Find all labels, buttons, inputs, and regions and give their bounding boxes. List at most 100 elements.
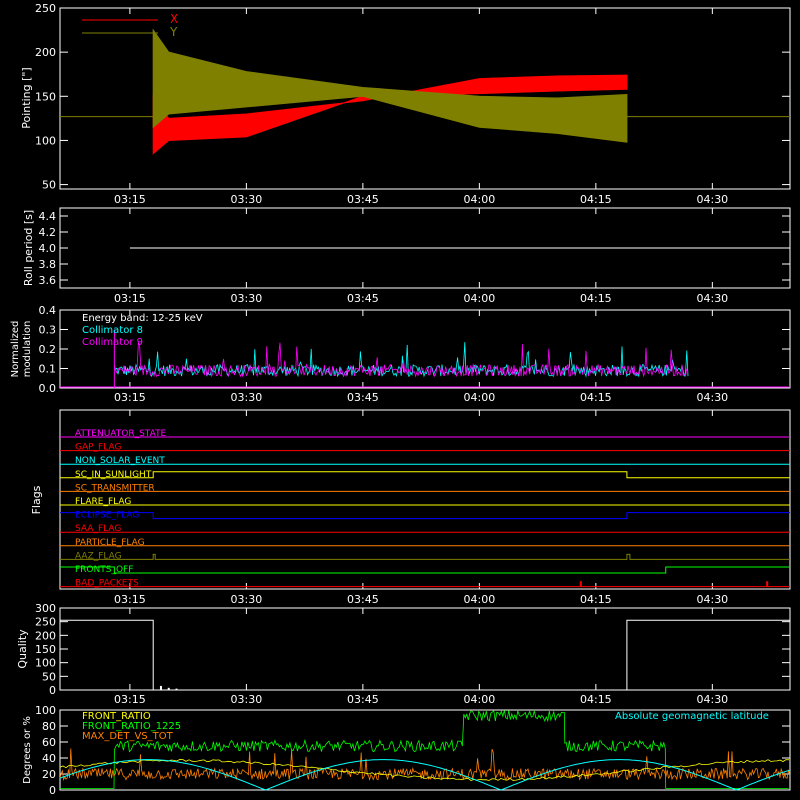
x-tick-label: 04:15	[580, 292, 612, 305]
flag-line-fronts-off	[60, 566, 790, 574]
y-tick-label: 0.3	[39, 324, 57, 337]
x-tick-label: 03:30	[231, 292, 263, 305]
x-tick-label: 04:30	[696, 193, 728, 206]
x-tick-label: 04:15	[580, 193, 612, 206]
y-tick-label: 4.4	[39, 210, 57, 223]
x-tick-label: 03:15	[114, 292, 146, 305]
x-tick-label: 04:30	[696, 391, 728, 404]
modulation-trace-collimator-8	[114, 342, 689, 378]
y-tick-label: 80	[42, 720, 56, 733]
modulation-ylabel: Normalizedmodulation	[10, 321, 33, 378]
x-tick-label: 03:15	[114, 693, 146, 706]
legend-x-label: X	[170, 12, 178, 26]
legend-geomag-latitude: Absolute geomagnetic latitude	[615, 711, 769, 722]
pointing-band-x	[152, 74, 628, 155]
x-tick-label: 04:00	[464, 292, 496, 305]
ratio-trace-max-det-vs-tot	[59, 748, 790, 782]
pointing-frame	[59, 7, 791, 190]
y-tick-label: 200	[35, 46, 56, 59]
flag-label-aaz-flag: AAZ_FLAG	[75, 551, 122, 561]
x-tick-label: 04:15	[580, 693, 612, 706]
modulation-ylabel-line2: modulation	[22, 321, 33, 378]
x-tick-label: 03:45	[347, 593, 379, 606]
legend-front-ratio-1225: FRONT_RATIO_1225	[82, 721, 181, 732]
modulation-ylabel-line1: Normalized	[10, 321, 21, 378]
flag-line-aaz-flag	[60, 553, 790, 560]
y-tick-label: 100	[35, 134, 56, 147]
legend-y-label: Y	[169, 25, 178, 39]
y-tick-label: 0.1	[39, 363, 57, 376]
y-tick-label: 60	[42, 736, 56, 749]
x-tick-label: 03:45	[347, 391, 379, 404]
x-tick-label: 03:15	[114, 193, 146, 206]
x-tick-label: 03:30	[231, 693, 263, 706]
ratio-trace-geomag-latitude	[59, 759, 791, 791]
ratio-trace-front-ratio-1225	[60, 709, 789, 789]
panel-pointing: Pointing ["] 50 100 150 200 250 03:15 03:30 03…	[20, 2, 791, 206]
x-tick-label: 03:15	[114, 391, 146, 404]
y-tick-label: 0	[49, 684, 56, 697]
x-tick-label: 04:15	[580, 593, 612, 606]
y-tick-label: 200	[35, 629, 56, 642]
flag-line-sc-in-sunlight	[60, 471, 790, 479]
y-tick-label: 4.0	[39, 242, 57, 255]
x-tick-label: 03:30	[231, 593, 263, 606]
x-tick-label: 03:45	[347, 693, 379, 706]
panel-flags: Flags 03:15 03:30 03:45 04:00 04:15 04:30 ATT…	[30, 409, 791, 606]
x-tick-label: 03:30	[231, 193, 263, 206]
y-tick-label: 0.4	[39, 304, 57, 317]
x-tick-label: 04:30	[696, 292, 728, 305]
x-tick-label: 03:15	[114, 593, 146, 606]
flag-label-gap-flag: GAP_FLAG	[75, 443, 121, 453]
flag-label-sc-transmitter: SC_TRANSMITTER	[75, 483, 155, 493]
y-tick-label: 3.6	[39, 274, 57, 287]
x-tick-label: 03:45	[347, 193, 379, 206]
y-tick-label: 250	[35, 2, 56, 15]
x-tick-label: 04:15	[580, 391, 612, 404]
y-tick-label: 20	[42, 768, 56, 781]
y-tick-label: 50	[42, 670, 56, 683]
flag-line-bad-packets	[60, 581, 790, 588]
quality-line	[60, 619, 790, 691]
pointing-ylabel: Pointing ["]	[20, 67, 33, 128]
legend-max-det-vs-tot: MAX_DET_VS_TOT	[82, 731, 174, 742]
panel-ratios: Degrees or % 0 20 40 60 80 100 FRONT_RATIO FR…	[22, 704, 791, 797]
panel-modulation: Normalizedmodulation 0.0 0.1 0.2 0.3 0.4 03:…	[10, 304, 791, 404]
x-tick-label: 03:45	[347, 292, 379, 305]
y-tick-label: 300	[35, 602, 56, 615]
y-tick-label: 0.2	[39, 343, 57, 356]
legend-collimator-8: Collimator 8	[82, 325, 143, 336]
flags-frame	[59, 409, 791, 590]
y-tick-label: 3.8	[39, 258, 57, 271]
flag-label-saa-flag: SAA_FLAG	[75, 524, 121, 534]
quality-ylabel: Quality	[16, 629, 29, 669]
flag-label-bad-packets: BAD_PACKETS	[75, 579, 139, 589]
y-tick-label: 4.2	[39, 226, 57, 239]
y-tick-label: 150	[35, 643, 56, 656]
flag-line-eclipse-flag	[60, 512, 790, 520]
x-tick-label: 04:00	[464, 593, 496, 606]
flag-label-particle-flag: PARTICLE_FLAG	[75, 538, 145, 548]
flag-label-eclipse-flag: ECLIPSE_FLAG	[75, 511, 139, 521]
x-tick-label: 03:30	[231, 391, 263, 404]
y-tick-label: 100	[35, 704, 56, 717]
y-tick-label: 40	[42, 752, 56, 765]
pointing-band-y	[152, 28, 628, 143]
roll-ylabel: Roll period [s]	[22, 210, 35, 286]
ratios-frame	[59, 709, 791, 791]
x-tick-label: 04:00	[464, 693, 496, 706]
y-tick-label: 100	[35, 657, 56, 670]
y-tick-label: 0	[49, 784, 56, 797]
y-tick-label: 0.0	[39, 382, 57, 395]
modulation-trace-collimator-9	[114, 341, 689, 378]
y-tick-label: 150	[35, 90, 56, 103]
ratio-trace-front-ratio	[59, 758, 790, 781]
flags-ylabel: Flags	[30, 485, 43, 514]
y-tick-label: 50	[42, 179, 56, 192]
flag-label-non-solar-event: NON_SOLAR_EVENT	[75, 456, 165, 466]
energy-band-annotation: Energy band: 12-25 keV	[82, 313, 203, 324]
flag-label-attenuator-state: ATTENUATOR_STATE	[75, 429, 167, 439]
x-tick-label: 04:00	[464, 391, 496, 404]
